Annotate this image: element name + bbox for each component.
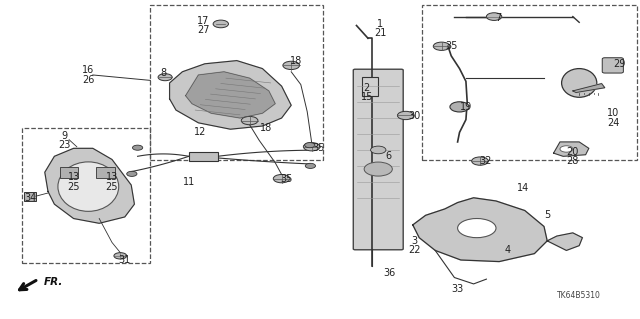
Circle shape xyxy=(458,219,496,238)
Text: 3: 3 xyxy=(412,236,418,246)
Text: 10: 10 xyxy=(607,108,620,118)
Text: 25: 25 xyxy=(67,182,80,192)
Polygon shape xyxy=(413,198,547,262)
Text: 14: 14 xyxy=(517,183,530,193)
Polygon shape xyxy=(186,72,275,118)
Text: 6: 6 xyxy=(385,151,392,161)
Text: 18: 18 xyxy=(259,122,272,133)
Polygon shape xyxy=(45,148,134,223)
Circle shape xyxy=(371,146,386,154)
Text: 1: 1 xyxy=(377,19,383,29)
Circle shape xyxy=(158,74,172,81)
Text: 15: 15 xyxy=(360,92,373,102)
Circle shape xyxy=(305,163,316,168)
Text: 7: 7 xyxy=(495,12,501,23)
Circle shape xyxy=(283,61,300,70)
Bar xyxy=(150,5,323,160)
Text: 26: 26 xyxy=(82,75,95,85)
Text: 16: 16 xyxy=(82,65,95,75)
Text: 5: 5 xyxy=(544,210,550,220)
Text: 21: 21 xyxy=(374,28,387,39)
Circle shape xyxy=(560,146,573,152)
Circle shape xyxy=(213,20,228,28)
Circle shape xyxy=(433,42,450,50)
Bar xyxy=(24,192,36,201)
Circle shape xyxy=(127,171,137,176)
Text: 35: 35 xyxy=(280,174,293,184)
Bar xyxy=(422,5,637,160)
Text: 13: 13 xyxy=(106,172,118,182)
Text: 31: 31 xyxy=(118,255,131,265)
Text: 12: 12 xyxy=(193,127,206,137)
Ellipse shape xyxy=(450,102,469,112)
Text: 34: 34 xyxy=(24,193,37,203)
FancyBboxPatch shape xyxy=(602,58,623,73)
Polygon shape xyxy=(170,61,291,129)
Text: 13: 13 xyxy=(67,172,80,182)
Text: 25: 25 xyxy=(106,182,118,192)
Text: 24: 24 xyxy=(607,118,620,128)
Text: 22: 22 xyxy=(408,245,421,256)
Text: 2: 2 xyxy=(364,83,370,93)
Text: 32: 32 xyxy=(479,156,492,166)
Circle shape xyxy=(241,116,258,125)
Text: 36: 36 xyxy=(383,268,396,278)
FancyBboxPatch shape xyxy=(353,69,403,250)
Circle shape xyxy=(472,157,488,165)
Text: 23: 23 xyxy=(58,140,70,150)
Text: 11: 11 xyxy=(182,177,195,187)
Text: 4: 4 xyxy=(504,245,511,256)
Text: 8: 8 xyxy=(160,68,166,78)
Text: 30: 30 xyxy=(408,111,421,122)
Text: 19: 19 xyxy=(460,102,472,112)
FancyBboxPatch shape xyxy=(60,167,78,178)
Polygon shape xyxy=(573,84,605,93)
Circle shape xyxy=(397,111,414,120)
Bar xyxy=(189,152,218,161)
Circle shape xyxy=(114,253,127,259)
Text: 35: 35 xyxy=(445,41,458,51)
Circle shape xyxy=(364,162,392,176)
Text: 35: 35 xyxy=(312,143,325,153)
Polygon shape xyxy=(547,233,582,250)
Circle shape xyxy=(303,143,320,151)
Text: TK64B5310: TK64B5310 xyxy=(557,291,601,300)
Text: 29: 29 xyxy=(613,59,626,69)
Circle shape xyxy=(486,13,502,20)
Ellipse shape xyxy=(58,162,119,211)
Text: 17: 17 xyxy=(197,16,210,26)
FancyBboxPatch shape xyxy=(96,167,115,178)
Text: 9: 9 xyxy=(61,130,67,141)
Ellipse shape xyxy=(562,69,597,97)
Text: FR.: FR. xyxy=(44,277,63,287)
Text: 27: 27 xyxy=(197,25,210,35)
Bar xyxy=(22,128,150,263)
Text: 28: 28 xyxy=(566,156,579,166)
Text: 18: 18 xyxy=(289,56,302,66)
Polygon shape xyxy=(554,142,589,156)
Circle shape xyxy=(305,143,315,148)
Circle shape xyxy=(273,174,290,183)
Bar xyxy=(362,77,378,96)
Circle shape xyxy=(132,145,143,150)
Text: 20: 20 xyxy=(566,146,579,157)
Text: 33: 33 xyxy=(451,284,464,294)
